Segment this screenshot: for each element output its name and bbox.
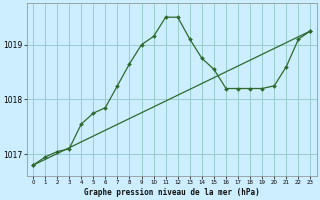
X-axis label: Graphe pression niveau de la mer (hPa): Graphe pression niveau de la mer (hPa) xyxy=(84,188,260,197)
